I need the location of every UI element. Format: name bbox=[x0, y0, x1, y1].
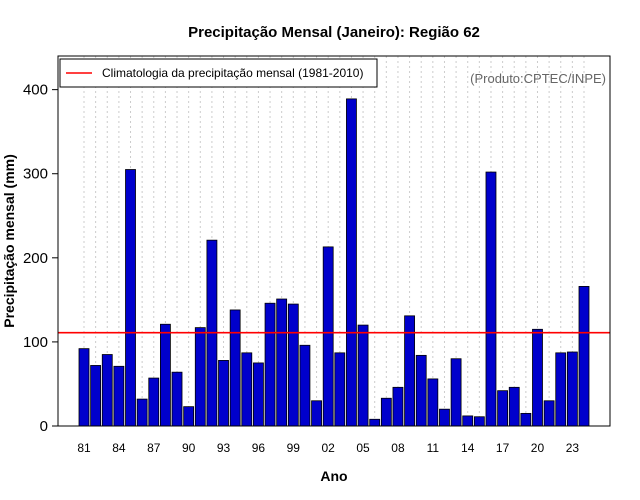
legend-label: Climatologia da precipitação mensal (198… bbox=[102, 66, 363, 80]
x-tick-label-96: 96 bbox=[252, 441, 266, 455]
bar-2018 bbox=[508, 386, 520, 427]
bar-1997 bbox=[264, 302, 276, 427]
legend-box bbox=[59, 58, 378, 88]
x-tick-label-02: 02 bbox=[322, 441, 336, 455]
bar-1998 bbox=[276, 298, 288, 427]
bar-1983 bbox=[101, 354, 113, 427]
y-axis: 0 100 200 300 400 bbox=[23, 82, 58, 435]
x-tick-label-05: 05 bbox=[356, 441, 370, 455]
bar-2007 bbox=[380, 397, 392, 427]
source-label: (Produto:CPTEC/INPE) bbox=[470, 71, 606, 86]
bar-2012 bbox=[439, 408, 450, 427]
bar-2008 bbox=[392, 386, 404, 427]
x-tick-label-14: 14 bbox=[461, 441, 475, 455]
bar-2011 bbox=[427, 378, 439, 427]
y-axis-title: Precipitação mensal (mm) bbox=[1, 154, 17, 328]
y-tick-label-400: 400 bbox=[23, 82, 48, 99]
x-tick-label-87: 87 bbox=[147, 441, 161, 455]
bar-2000 bbox=[299, 344, 311, 427]
bar-1996 bbox=[253, 362, 264, 427]
x-tick-label-11: 11 bbox=[427, 441, 440, 455]
bar-1993 bbox=[218, 360, 229, 427]
bar-1990 bbox=[183, 406, 195, 427]
chart-title: Precipitação Mensal (Janeiro): Região 62 bbox=[188, 24, 480, 41]
x-tick-label-90: 90 bbox=[182, 441, 196, 455]
bar-2016 bbox=[485, 171, 497, 427]
bar-2003 bbox=[334, 352, 346, 427]
bar-1986 bbox=[136, 398, 148, 427]
x-axis: 81 84 87 90 93 96 99 02 05 08 11 14 17 20 23 bbox=[77, 441, 579, 455]
y-tick-label-200: 200 bbox=[23, 250, 48, 267]
bar-1991 bbox=[194, 327, 206, 427]
x-tick-label-99: 99 bbox=[287, 441, 301, 455]
bar-2020 bbox=[532, 328, 543, 427]
x-tick-label-84: 84 bbox=[112, 441, 126, 455]
bar-2001 bbox=[311, 400, 322, 427]
legend: Climatologia da precipitação mensal (198… bbox=[59, 58, 378, 88]
bar-2010 bbox=[415, 354, 427, 427]
bar-2015 bbox=[473, 416, 485, 427]
bar-2004 bbox=[346, 98, 357, 427]
x-tick-label-23: 23 bbox=[566, 441, 580, 455]
x-tick-label-81: 81 bbox=[77, 441, 91, 455]
bar-2021 bbox=[543, 400, 555, 427]
x-tick-label-20: 20 bbox=[531, 441, 545, 455]
bar-1984 bbox=[113, 365, 125, 427]
bars-layer bbox=[78, 98, 590, 427]
bar-1987 bbox=[148, 377, 160, 427]
bar-2023 bbox=[566, 351, 578, 427]
bar-2017 bbox=[497, 390, 509, 427]
x-tick-label-08: 08 bbox=[391, 441, 405, 455]
bar-2006 bbox=[369, 418, 381, 427]
bar-1988 bbox=[159, 323, 171, 427]
bar-2002 bbox=[322, 246, 334, 427]
x-tick-label-93: 93 bbox=[217, 441, 231, 455]
y-tick-label-0: 0 bbox=[40, 418, 48, 435]
bar-2014 bbox=[462, 415, 474, 427]
bar-2024 bbox=[578, 286, 590, 427]
bar-1989 bbox=[171, 371, 183, 427]
y-tick-label-300: 300 bbox=[23, 166, 48, 183]
bar-1985 bbox=[125, 169, 136, 427]
bar-2019 bbox=[520, 412, 532, 427]
bar-2005 bbox=[357, 324, 369, 427]
bar-1994 bbox=[229, 309, 241, 427]
bar-2013 bbox=[450, 358, 462, 427]
y-tick-label-100: 100 bbox=[23, 334, 48, 351]
plot-frame bbox=[57, 55, 611, 427]
bar-1995 bbox=[241, 352, 253, 427]
x-tick-label-17: 17 bbox=[496, 441, 510, 455]
bar-1982 bbox=[90, 365, 102, 427]
grid-layer bbox=[83, 56, 585, 426]
bar-1999 bbox=[287, 303, 299, 427]
x-axis-title: Ano bbox=[320, 468, 347, 484]
bar-2022 bbox=[555, 352, 567, 427]
bar-1981 bbox=[78, 348, 90, 427]
